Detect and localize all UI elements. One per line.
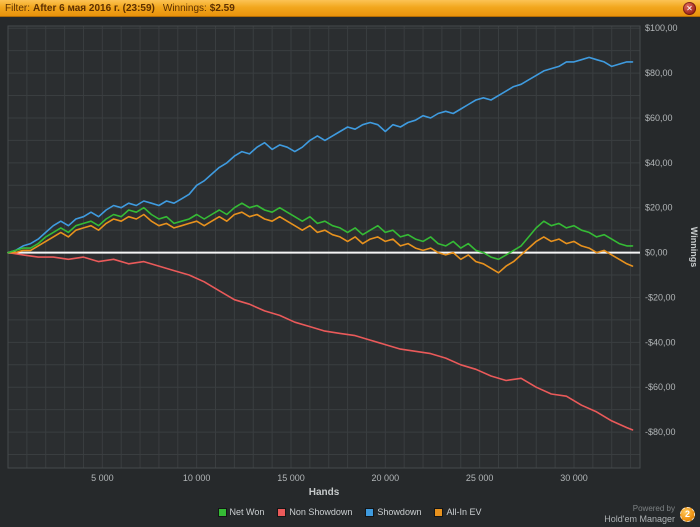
filter-bar: Filter: After 6 мая 2016 г. (23:59) Winn… [0, 0, 700, 17]
legend-item-all-in-ev[interactable]: All-In EV [435, 507, 481, 517]
svg-text:30 000: 30 000 [560, 473, 588, 483]
chart-legend: Net Won Non Showdown Showdown All-In EV [0, 506, 700, 518]
legend-label: Net Won [229, 507, 265, 517]
legend-swatch [366, 508, 374, 516]
winnings-value: $2.59 [209, 2, 235, 14]
svg-text:10 000: 10 000 [183, 473, 211, 483]
filter-label: Filter: [5, 2, 30, 14]
svg-text:-$40,00: -$40,00 [645, 337, 676, 347]
legend-label: Showdown [377, 507, 422, 517]
svg-text:$80,00: $80,00 [645, 68, 673, 78]
legend-label: Non Showdown [289, 507, 353, 517]
legend-swatch [218, 508, 226, 516]
holdem-manager-logo-icon: 2 [680, 506, 695, 522]
legend-label: All-In EV [446, 507, 482, 517]
filter-value: After 6 мая 2016 г. (23:59) [33, 2, 155, 14]
svg-text:20 000: 20 000 [372, 473, 400, 483]
svg-text:$100,00: $100,00 [645, 23, 678, 33]
svg-text:$40,00: $40,00 [645, 158, 673, 168]
svg-text:-$80,00: -$80,00 [645, 427, 676, 437]
legend-item-showdown[interactable]: Showdown [366, 507, 421, 517]
winnings-label: Winnings: [162, 2, 207, 14]
legend-item-net-won[interactable]: Net Won [218, 507, 265, 517]
brand-name: Hold'em Manager [604, 513, 675, 524]
svg-text:$0,00: $0,00 [645, 248, 668, 258]
legend-swatch [435, 508, 443, 516]
svg-text:5 000: 5 000 [91, 473, 114, 483]
svg-text:Winnings: Winnings [689, 227, 699, 267]
svg-text:$60,00: $60,00 [645, 113, 673, 123]
svg-text:25 000: 25 000 [466, 473, 494, 483]
powered-by-block: Powered by Hold'em Manager 2 [604, 504, 695, 524]
close-button[interactable]: ✕ [683, 2, 696, 15]
svg-text:$20,00: $20,00 [645, 203, 673, 213]
legend-swatch [278, 508, 286, 516]
svg-text:Hands: Hands [309, 487, 340, 498]
svg-text:15 000: 15 000 [277, 473, 305, 483]
powered-by-label: Powered by [632, 504, 675, 514]
legend-item-non-showdown[interactable]: Non Showdown [278, 507, 352, 517]
close-icon: ✕ [686, 4, 693, 13]
svg-text:-$20,00: -$20,00 [645, 292, 676, 302]
svg-text:-$60,00: -$60,00 [645, 382, 676, 392]
